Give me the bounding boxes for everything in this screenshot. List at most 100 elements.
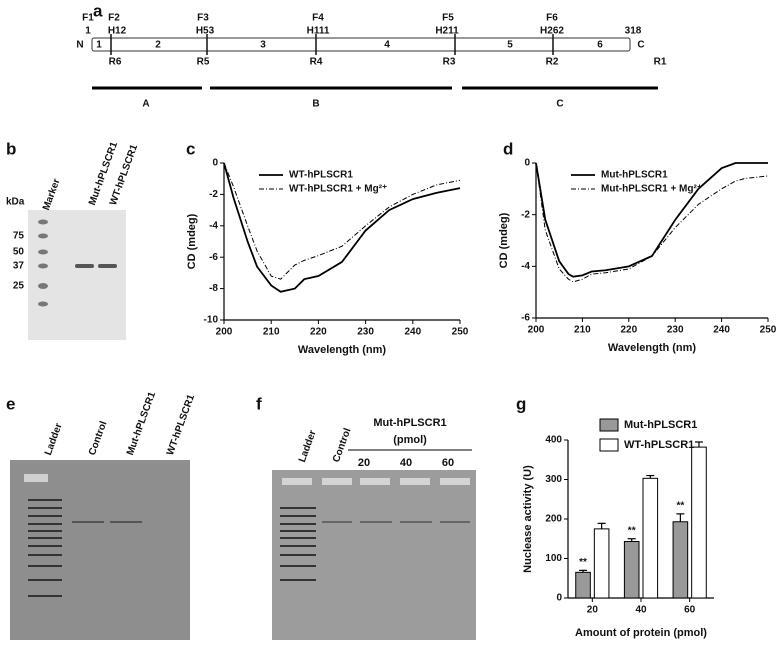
bar: [672, 521, 689, 599]
y-tick-label: -10: [204, 315, 219, 326]
x-axis-title: Wavelength (nm): [608, 342, 697, 354]
y-tick-label: -2: [209, 189, 218, 200]
axis-label: kDa: [6, 197, 25, 208]
gel-image: [10, 460, 190, 640]
c-terminus: C: [637, 40, 644, 51]
group-unit: (pmol): [393, 434, 427, 446]
marker-label: 25: [13, 281, 25, 292]
x-tick-label: 40: [635, 605, 647, 616]
y-tick-label: 0: [212, 158, 218, 169]
bar: [642, 477, 659, 599]
significance-label: **: [579, 557, 587, 568]
bottom-label: R1: [654, 57, 667, 68]
segment: 1: [96, 40, 102, 51]
y-tick-label: 300: [545, 474, 562, 485]
gel-wells: [282, 478, 470, 485]
x-tick-label: 210: [263, 327, 280, 338]
gel-image: [28, 210, 126, 340]
data-line: [535, 162, 768, 278]
bottom-label: R2: [546, 57, 559, 68]
x-tick-label: 220: [310, 327, 327, 338]
data-line: [223, 162, 461, 293]
top-label: F1: [82, 13, 94, 24]
data-line: [535, 162, 769, 283]
legend-label: Mut-hPLSCR1 + Mg²⁺: [601, 184, 702, 195]
x-tick-label: 240: [713, 325, 730, 336]
region-label: A: [142, 99, 149, 110]
position: 318: [625, 26, 642, 37]
group-label: Mut-hPLSCR1: [373, 417, 446, 429]
x-tick-label: 200: [528, 325, 545, 336]
segment: 4: [384, 40, 390, 51]
legend-label: Mut-hPLSCR1: [601, 170, 668, 181]
group-lane-label: 60: [442, 457, 454, 469]
marker-label: 50: [13, 247, 25, 258]
position: H111: [307, 26, 330, 37]
gel-bands: [28, 499, 142, 597]
y-axis-title: CD (mdeg): [498, 212, 510, 268]
position: H12: [108, 26, 127, 37]
bottom-label: R6: [109, 57, 122, 68]
top-label: F2: [108, 13, 120, 24]
legend-swatch: [599, 418, 619, 432]
x-tick-label: 230: [667, 325, 684, 336]
x-tick-label: 250: [760, 325, 777, 336]
top-label: F5: [442, 13, 454, 24]
region-label: C: [556, 99, 563, 110]
gel-bands: [280, 507, 470, 581]
panel-label: f: [256, 394, 262, 413]
marker-label: 37: [13, 261, 25, 272]
segment: 6: [597, 40, 603, 51]
y-tick-label: 100: [545, 553, 562, 564]
legend-swatch: [599, 438, 619, 452]
segment: 3: [260, 40, 266, 51]
domain-diagram: N C F1 F2 F3 F4 F5 F6 1 H12 H53 H111 H21…: [76, 13, 666, 110]
group-lane-label: 20: [358, 457, 370, 469]
y-tick-label: 400: [545, 435, 562, 446]
segment: 5: [507, 40, 513, 51]
position: H211: [435, 26, 459, 37]
top-label: F3: [197, 13, 209, 24]
panel-label: c: [186, 139, 195, 158]
dividers: [110, 34, 554, 55]
segment: 2: [155, 40, 161, 51]
position: 1: [85, 26, 91, 37]
y-axis-title: Nuclease activity (U): [522, 465, 534, 573]
region-label: B: [312, 99, 319, 110]
y-tick-label: -2: [521, 209, 530, 220]
x-axis-title: Wavelength (nm): [298, 344, 387, 356]
gel-well: [24, 474, 48, 482]
panel-label: e: [6, 394, 15, 413]
bottom-label: R3: [443, 57, 456, 68]
legend-label: WT-hPLSCR1: [289, 170, 353, 181]
bottom-label: R4: [310, 57, 323, 68]
gel-bands: [38, 219, 117, 307]
bar: [691, 446, 707, 599]
panel-label: a: [93, 1, 103, 20]
legend-label: WT-hPLSCR1: [624, 439, 694, 451]
protein-bar: [91, 37, 631, 52]
bottom-label: R5: [197, 57, 210, 68]
x-tick-label: 250: [452, 327, 469, 338]
x-tick-label: 240: [404, 327, 421, 338]
panel-label: g: [516, 394, 526, 413]
y-tick-label: -8: [209, 283, 218, 294]
y-tick-label: 0: [524, 158, 530, 169]
panel-label: d: [503, 139, 513, 158]
x-tick-label: 20: [587, 605, 599, 616]
bar: [623, 541, 640, 599]
y-tick-label: -6: [521, 313, 530, 324]
bar: [593, 528, 610, 599]
group-lane-label: 40: [400, 457, 412, 469]
x-tick-label: 210: [574, 325, 591, 336]
top-label: F4: [312, 13, 324, 24]
y-tick-label: -4: [209, 220, 218, 231]
n-terminus: N: [76, 40, 83, 51]
y-axis-title: CD (mdeg): [186, 213, 198, 269]
x-tick-label: 220: [620, 325, 637, 336]
significance-label: **: [628, 525, 636, 536]
y-tick-label: -4: [521, 261, 530, 272]
gel-f: Ladder Control Mut-hPLSCR1 (pmol) 20 40 …: [272, 417, 476, 640]
position: H53: [196, 26, 215, 37]
